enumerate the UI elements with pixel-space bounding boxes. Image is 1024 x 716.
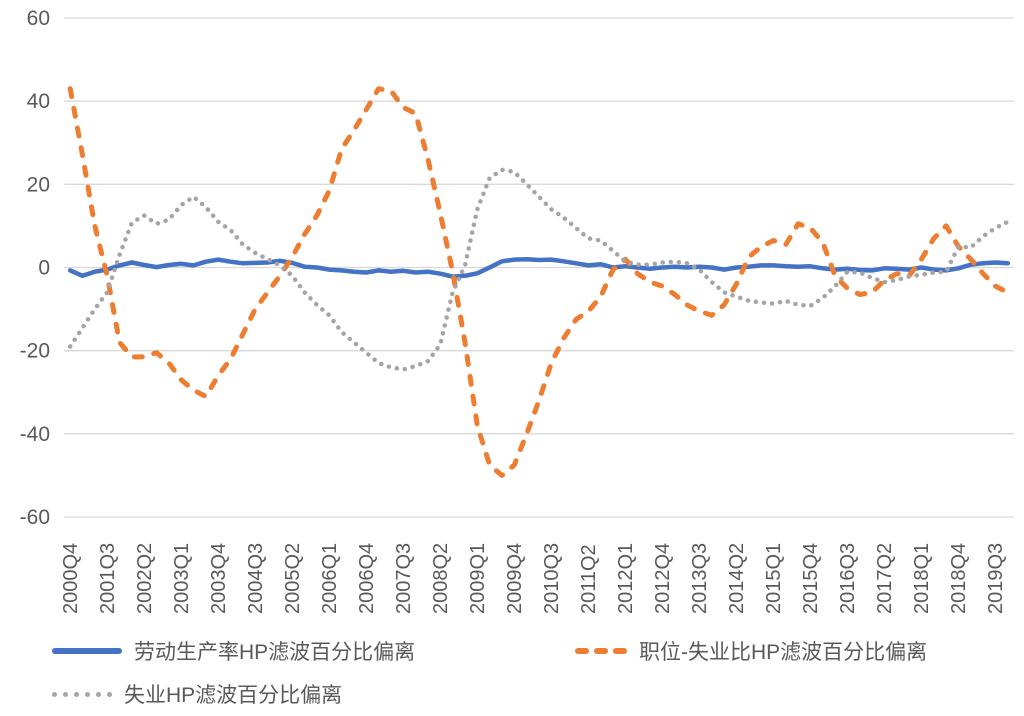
x-axis-tick-label: 2008Q2 (430, 543, 452, 614)
x-axis-tick-label: 2015Q4 (800, 543, 822, 614)
series-line-1 (67, 86, 1011, 478)
x-axis-tick-label: 2003Q4 (208, 543, 230, 614)
chart-legend: 劳动生产率HP滤波百分比偏离 职位-失业比HP滤波百分比偏离 失业HP滤波百分比… (0, 628, 1024, 716)
y-axis-tick-label: -20 (20, 340, 50, 363)
x-axis-tick-label: 2017Q2 (874, 543, 896, 614)
line-chart: 60 40 20 0 -20 -40 -60 2000Q4 2001Q3 2002Q2 2003Q1… (20, 7, 1014, 614)
x-axis-tick-label: 2009Q4 (504, 543, 526, 614)
x-axis-tick-label: 2012Q4 (652, 543, 674, 614)
x-axis-tick-label: 2003Q1 (171, 543, 193, 614)
chart-canvas: 60 40 20 0 -20 -40 -60 2000Q4 2001Q3 2002Q2 2003Q1… (20, 7, 1014, 614)
x-axis-tick-label: 2013Q3 (689, 543, 711, 614)
x-axis-tick-label: 2018Q1 (911, 543, 933, 614)
x-axis-tick-label: 2009Q1 (467, 543, 489, 614)
legend-item-productivity: 劳动生产率HP滤波百分比偏离 (52, 638, 415, 664)
x-axis-tick-label: 2014Q2 (726, 543, 748, 614)
x-axis-tick-label: 2004Q3 (245, 543, 267, 614)
x-axis-tick-label: 2019Q3 (985, 543, 1007, 614)
gray-dotted-line-icon (52, 691, 112, 697)
x-axis-tick-label: 2005Q2 (282, 543, 304, 614)
x-axis-tick-label: 2016Q3 (837, 543, 859, 614)
series-line-2 (67, 167, 1011, 372)
blue-solid-line-icon (52, 648, 122, 654)
series-line-0 (67, 256, 1011, 279)
x-axis-tick-label: 2015Q1 (763, 543, 785, 614)
legend-label-unemployment: 失业HP滤波百分比偏离 (124, 684, 343, 707)
y-axis-tick-label: 40 (27, 90, 50, 113)
x-axis-tick-label: 2007Q3 (393, 543, 415, 614)
x-axis-tick-label: 2002Q2 (134, 543, 156, 614)
x-axis-tick-label: 2011Q2 (578, 544, 600, 614)
x-axis-tick-label: 2000Q4 (60, 543, 82, 614)
y-axis-tick-label: 60 (27, 7, 50, 30)
legend-label-vacancy-unemployment-ratio: 职位-失业比HP滤波百分比偏离 (639, 641, 928, 664)
y-axis-tick-label: 20 (27, 173, 50, 196)
x-axis-tick-label: 2018Q4 (948, 543, 970, 614)
legend-item-unemployment: 失业HP滤波百分比偏离 (52, 681, 342, 707)
y-axis-tick-label: -60 (20, 506, 50, 529)
x-axis-tick-label: 2010Q3 (541, 543, 563, 614)
orange-dashed-line-icon (575, 648, 627, 654)
y-axis-tick-label: -40 (20, 423, 50, 446)
x-axis-tick-label: 2001Q3 (97, 543, 119, 614)
x-axis-tick-label: 2012Q1 (615, 543, 637, 614)
legend-label-productivity: 劳动生产率HP滤波百分比偏离 (134, 641, 416, 664)
legend-item-vacancy-unemployment-ratio: 职位-失业比HP滤波百分比偏离 (575, 638, 927, 664)
x-axis-tick-label: 2006Q1 (319, 543, 341, 614)
x-axis-tick-label: 2006Q4 (356, 543, 378, 614)
y-axis-tick-label: 0 (38, 257, 50, 280)
